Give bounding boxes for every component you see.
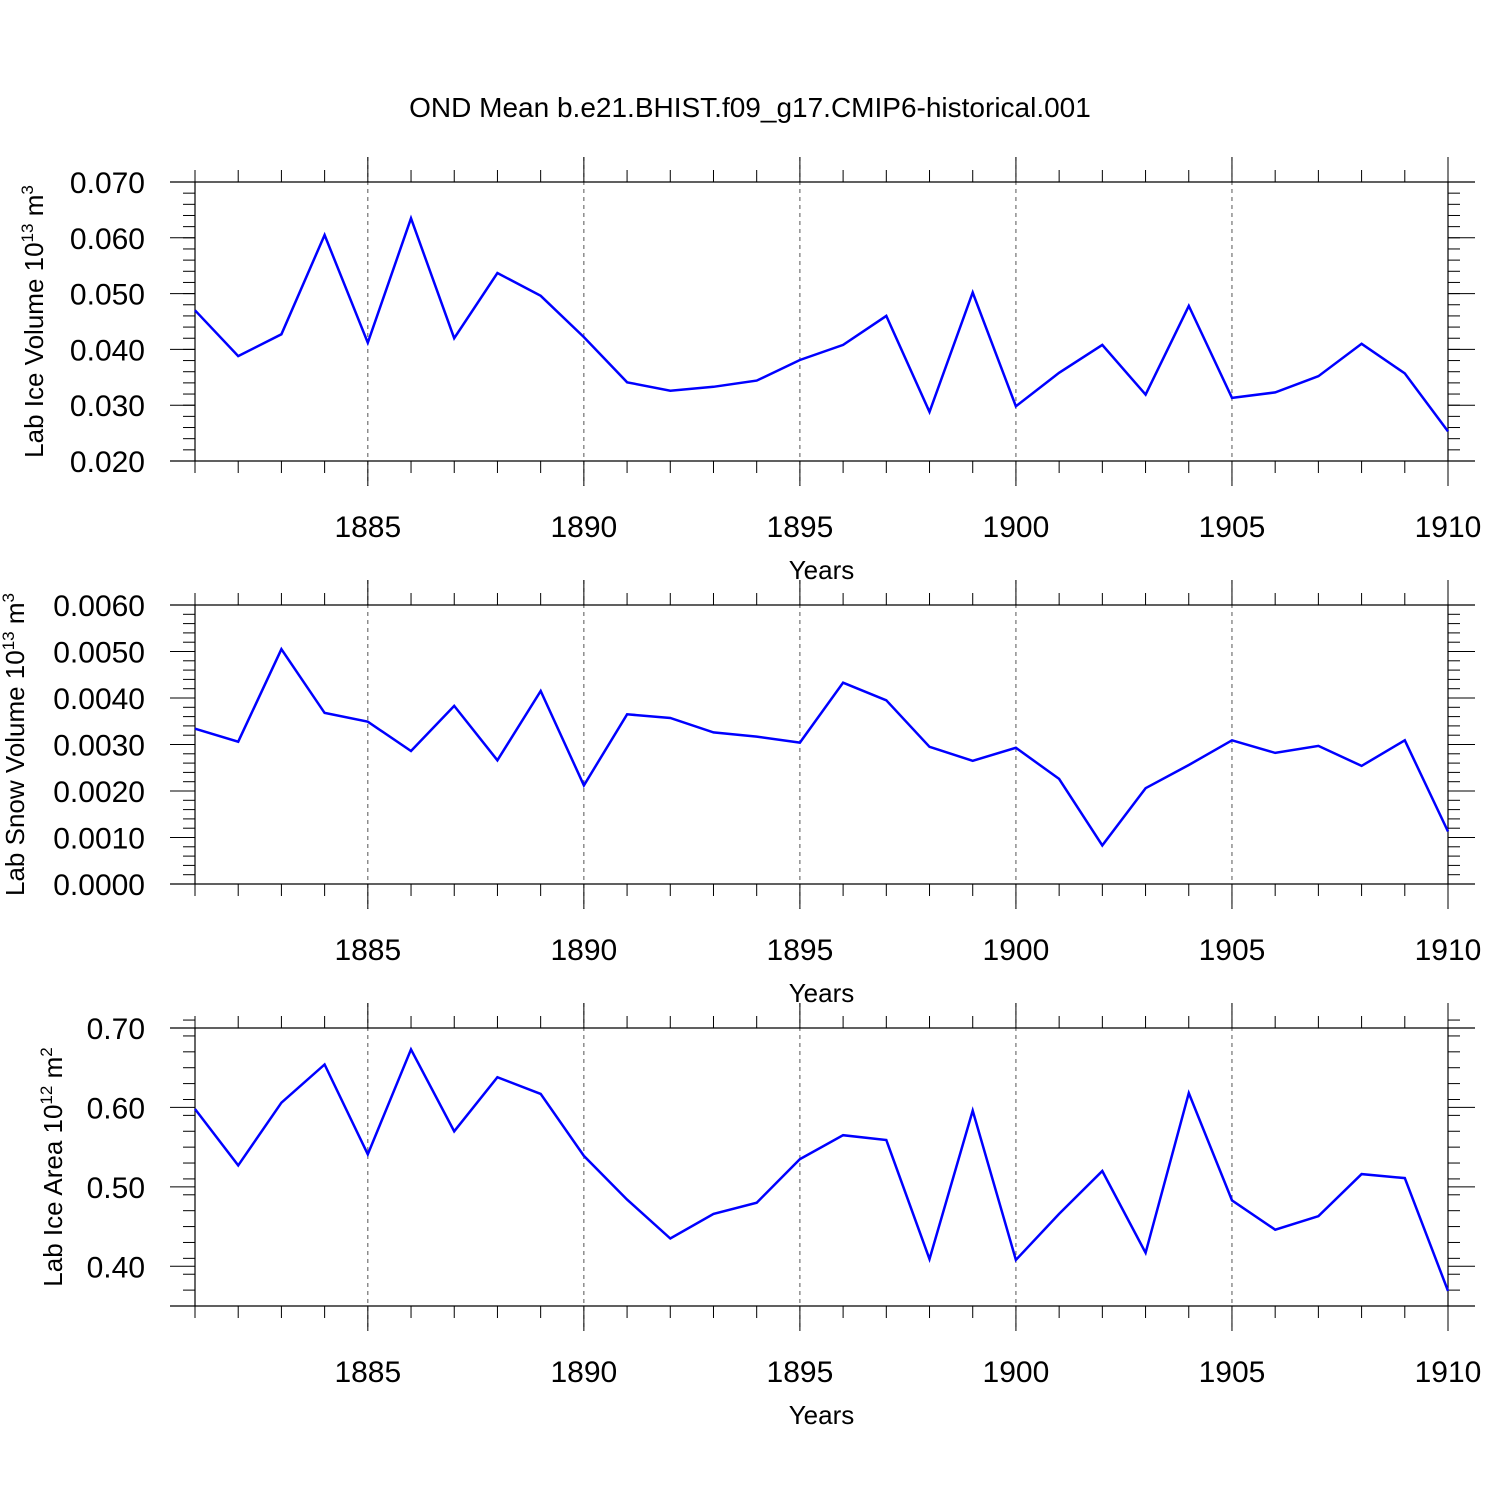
x-tick-label: 1905 [1199,511,1266,544]
y-tick-label: 0.070 [70,167,145,200]
panel-2: 1885 1890 1895 1900 1905 1910 Years 0.0000 0.001… [0,580,1481,1008]
x-tick-label: 1885 [334,1356,401,1389]
x-tick-label: 1910 [1415,934,1482,967]
y-tick-label: 0.0060 [53,590,145,623]
figure-title: OND Mean b.e21.BHIST.f09_g17.CMIP6-histo… [409,92,1091,123]
panel-1: 1885 1890 1895 1900 1905 1910 Years 0.020 0.030 0… [18,157,1481,585]
y-tick-label: 0.0040 [53,683,145,716]
y-tick-label: 0.60 [87,1092,145,1125]
x-tick-label: 1895 [767,1356,834,1389]
x-tick-label: 1890 [550,934,617,967]
y-tick-label: 0.0030 [53,730,145,763]
x-tick-label: 1890 [550,1356,617,1389]
y-tick-label: 0.050 [70,279,145,312]
y-tick-label: 0.40 [87,1251,145,1284]
y-tick-label: 0.0050 [53,637,145,670]
y-tick-label: 0.030 [70,390,145,423]
x-tick-label: 1905 [1199,1356,1266,1389]
x-tick-label: 1885 [334,511,401,544]
x-tick-label: 1890 [550,511,617,544]
y-tick-label: 0.040 [70,334,145,367]
x-tick-label: 1900 [983,1356,1050,1389]
x-axis-title: Years [789,1400,855,1430]
series-line [194,214,1450,433]
series-line [194,646,1450,848]
y-tick-label: 0.0000 [53,869,145,902]
y-tick-label: 0.70 [87,1013,145,1046]
y-tick-label: 0.0020 [53,776,145,809]
y-tick-label: 0.020 [70,446,145,479]
y-tick-label: 0.0010 [53,823,145,856]
series-line [194,1046,1450,1292]
x-tick-label: 1885 [334,934,401,967]
x-tick-label: 1895 [767,934,834,967]
y-axis-title: Lab Snow Volume 1013 m3 [0,593,30,896]
y-tick-label: 0.060 [70,223,145,256]
x-tick-label: 1910 [1415,1356,1482,1389]
x-tick-label: 1900 [983,511,1050,544]
x-tick-label: 1905 [1199,934,1266,967]
x-axis-title: Years [789,555,855,585]
y-tick-label: 0.50 [87,1172,145,1205]
y-axis-title: Lab Ice Volume 1013 m3 [18,185,49,458]
x-tick-label: 1900 [983,934,1050,967]
x-tick-label: 1895 [767,511,834,544]
x-tick-label: 1910 [1415,511,1482,544]
y-axis-title: Lab Ice Area 1012 m2 [37,1047,68,1286]
x-axis-title: Years [789,978,855,1008]
panel-3: 1885 1890 1895 1900 1905 1910 Years 0.40 0.50 0.6… [37,1003,1481,1430]
